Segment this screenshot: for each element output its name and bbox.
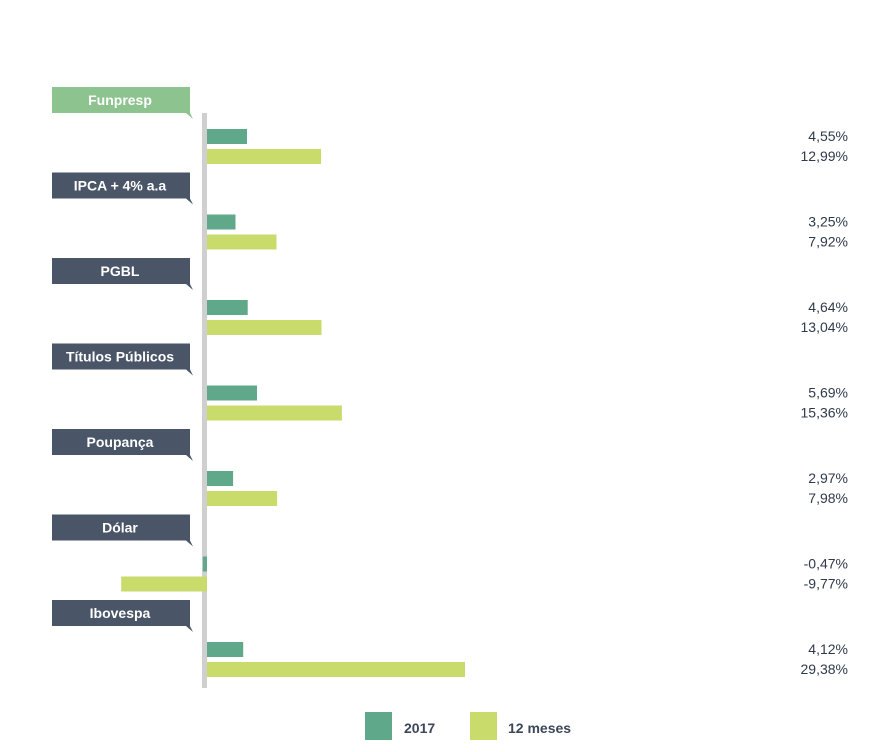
bar-12-meses xyxy=(207,234,277,250)
bar-12-meses xyxy=(207,491,278,506)
category-label-box xyxy=(52,258,193,290)
category-group-titulos-publicos: Títulos Públicos 5,69% 15,36% xyxy=(52,343,848,421)
bar-2017 xyxy=(207,471,234,486)
category-label-box xyxy=(52,343,193,376)
category-label-box xyxy=(52,600,193,632)
category-group-funpresp: Funpresp 4,55% 12,99% xyxy=(52,87,848,164)
value-label: 4,64% xyxy=(808,299,848,315)
legend-swatch xyxy=(365,712,392,740)
bar-12-meses xyxy=(207,320,322,335)
category-label: Dólar xyxy=(102,520,138,536)
category-label-box xyxy=(52,172,193,205)
bar-12-meses xyxy=(207,149,322,164)
value-label: 2,97% xyxy=(808,470,848,486)
category-groups: Funpresp 4,55% 12,99% IPCA + 4% a.a 3,25% 7,9… xyxy=(52,87,848,677)
bar-2017 xyxy=(207,385,257,401)
category-label: Ibovespa xyxy=(90,605,151,621)
value-label: 4,12% xyxy=(808,641,848,657)
category-label-box xyxy=(52,87,193,119)
legend-label: 12 meses xyxy=(508,720,571,736)
bar-2017 xyxy=(202,556,207,572)
bar-2017 xyxy=(207,300,248,315)
category-label: PGBL xyxy=(101,263,140,279)
category-group-ibovespa: Ibovespa 4,12% 29,38% xyxy=(52,600,848,677)
category-label-box xyxy=(52,514,193,547)
bar-12-meses xyxy=(207,405,342,421)
legend-item-12-meses: 12 meses xyxy=(470,712,571,740)
value-label: 29,38% xyxy=(801,661,848,677)
value-label: -0,47% xyxy=(804,556,848,572)
category-group-dolar: Dólar -0,47% -9,77% xyxy=(52,514,848,592)
value-label: 15,36% xyxy=(801,405,848,421)
legend-label: 2017 xyxy=(404,720,435,736)
value-label: 7,92% xyxy=(808,234,848,250)
value-label: 12,99% xyxy=(801,148,848,164)
bar-12-meses xyxy=(207,662,465,677)
legend-swatch xyxy=(470,712,497,740)
legend-item-2017: 2017 xyxy=(365,712,435,740)
bar-2017 xyxy=(207,129,247,144)
bar-12-meses xyxy=(121,576,207,592)
category-label-box xyxy=(52,429,193,461)
category-label: IPCA + 4% a.a xyxy=(74,178,167,194)
category-label: Poupança xyxy=(87,434,154,450)
legend: 2017 12 meses xyxy=(365,712,571,740)
category-label: Títulos Públicos xyxy=(66,349,174,365)
category-label: Funpresp xyxy=(88,92,152,108)
category-group-pgbl: PGBL 4,64% 13,04% xyxy=(52,258,848,335)
value-label: 7,98% xyxy=(808,490,848,506)
category-group-ipca-4-a-a: IPCA + 4% a.a 3,25% 7,92% xyxy=(52,172,848,250)
value-label: 5,69% xyxy=(808,385,848,401)
zero-axis xyxy=(202,113,207,688)
bar-2017 xyxy=(207,642,244,657)
value-label: 4,55% xyxy=(808,128,848,144)
value-label: 3,25% xyxy=(808,214,848,230)
bar-2017 xyxy=(207,214,236,230)
value-label: -9,77% xyxy=(804,576,848,592)
category-group-poupanca: Poupança 2,97% 7,98% xyxy=(52,429,848,506)
value-label: 13,04% xyxy=(801,319,848,335)
